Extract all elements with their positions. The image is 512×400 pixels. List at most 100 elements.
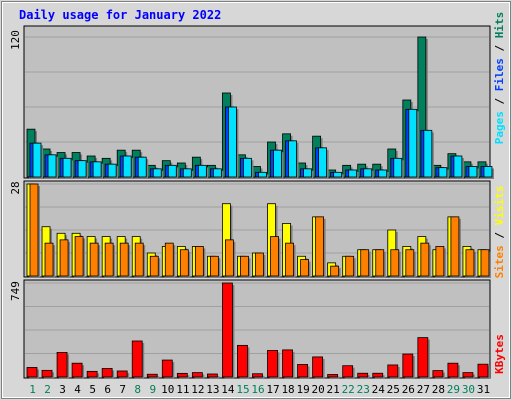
bar-kbytes-day-17 — [267, 349, 280, 379]
legend-panel-1: Pages / Files / Hits — [493, 12, 506, 145]
x-tick-label-day-28: 28 — [432, 383, 445, 396]
bar-pages-day-21-body — [333, 171, 343, 178]
x-tick-label-day-21: 21 — [327, 383, 340, 396]
bar-pages-day-26-body — [408, 108, 418, 178]
x-tick-label-day-5: 5 — [89, 383, 96, 396]
bar-sites-day-25 — [390, 249, 401, 278]
bar-kbytes-day-21 — [327, 374, 340, 379]
bar-sites-day-21-body — [330, 265, 340, 277]
bar-sites-day-5-body — [89, 242, 99, 277]
bar-pages-day-3-body — [62, 157, 72, 178]
bar-kbytes-day-13-body — [206, 373, 218, 378]
bar-sites-day-12-body — [194, 246, 204, 277]
bar-sites-day-20-body — [315, 216, 325, 277]
bar-pages-day-9-body — [152, 168, 162, 178]
bar-sites-day-17 — [270, 236, 281, 278]
x-tick-label-day-3: 3 — [59, 383, 66, 396]
bar-sites-day-24 — [375, 249, 386, 278]
bar-sites-day-17-body — [270, 236, 279, 277]
bar-pages-day-2 — [47, 154, 59, 179]
bar-sites-day-20 — [315, 216, 326, 278]
bar-pages-day-24 — [378, 169, 389, 179]
bar-pages-day-17 — [273, 149, 284, 179]
x-tick-label-day-31: 31 — [477, 383, 490, 396]
bar-pages-day-7 — [122, 155, 134, 179]
bar-pages-day-28 — [438, 167, 449, 179]
bar-sites-day-26-body — [405, 249, 415, 277]
bar-pages-day-23 — [363, 168, 374, 179]
bar-sites-day-19-body — [300, 259, 309, 277]
bar-kbytes-day-13-shadow — [209, 375, 220, 379]
bar-sites-day-2 — [44, 242, 56, 278]
bar-kbytes-day-15-body — [237, 344, 248, 378]
bar-pages-day-13-body — [212, 168, 222, 178]
x-tick-label-day-17: 17 — [266, 383, 279, 396]
bar-pages-day-1 — [32, 142, 43, 179]
bar-kbytes-day-31-body — [477, 363, 489, 378]
bar-kbytes-day-24-body — [372, 372, 384, 378]
x-tick-label-day-10: 10 — [161, 383, 174, 396]
bar-pages-day-27-body — [423, 129, 433, 178]
bar-kbytes-day-3 — [56, 352, 70, 379]
bar-sites-day-11-body — [179, 249, 189, 277]
bar-sites-day-1 — [29, 183, 40, 278]
legend-sep-2: / — [493, 38, 506, 58]
bar-pages-day-12-body — [197, 164, 207, 178]
bar-pages-day-12 — [197, 164, 209, 179]
bar-pages-day-3 — [62, 157, 74, 179]
legend-files: Files — [493, 58, 506, 91]
legend-sep-1: / — [493, 91, 506, 111]
bar-sites-day-22-body — [345, 255, 355, 277]
bar-pages-day-1-body — [32, 142, 42, 178]
bar-kbytes-day-29 — [447, 362, 460, 379]
bar-pages-day-19 — [303, 168, 314, 179]
bar-sites-day-30-body — [465, 249, 475, 277]
bar-kbytes-day-13 — [206, 373, 220, 379]
bar-pages-day-20-body — [318, 147, 328, 178]
x-tick-label-day-26: 26 — [402, 383, 415, 396]
bar-kbytes-day-11-body — [176, 372, 188, 378]
bar-pages-day-25 — [393, 157, 404, 179]
bar-kbytes-day-5-body — [86, 370, 98, 378]
bar-pages-day-15-body — [243, 157, 252, 178]
bar-pages-day-25-body — [393, 157, 403, 178]
bar-sites-day-9 — [149, 255, 161, 278]
bar-sites-day-30 — [465, 249, 476, 278]
bar-kbytes-day-10-body — [161, 359, 173, 378]
chart-title: Daily usage for January 2022 — [19, 8, 221, 22]
bar-pages-day-10 — [167, 164, 179, 179]
bar-pages-day-18 — [288, 140, 299, 179]
bar-sites-day-18-body — [285, 242, 294, 277]
bar-sites-day-26 — [405, 249, 416, 278]
x-tick-label-day-15: 15 — [236, 383, 249, 396]
bar-kbytes-day-10 — [161, 359, 175, 379]
bar-pages-day-4-body — [77, 160, 87, 178]
bar-kbytes-day-31 — [477, 363, 490, 379]
legend-visits: Visits — [493, 186, 506, 226]
legend-panel-2: Sites / Visits — [493, 186, 506, 279]
bar-kbytes-day-7 — [116, 370, 130, 379]
bar-kbytes-day-2 — [41, 369, 55, 379]
bar-kbytes-day-29-body — [447, 362, 459, 378]
x-tick-label-day-7: 7 — [119, 383, 126, 396]
bar-kbytes-day-8 — [131, 340, 145, 379]
bar-kbytes-day-21-body — [327, 374, 339, 378]
bar-kbytes-day-27 — [417, 337, 430, 379]
x-tick-label-day-24: 24 — [372, 383, 386, 396]
x-tick-label-day-30: 30 — [462, 383, 475, 396]
bar-sites-day-14 — [225, 239, 236, 278]
bar-pages-day-31 — [483, 166, 494, 179]
x-tick-label-day-13: 13 — [206, 383, 219, 396]
bar-kbytes-day-30-body — [462, 372, 474, 378]
bar-kbytes-day-15 — [237, 344, 250, 379]
bar-sites-day-7-body — [119, 242, 129, 277]
bar-kbytes-day-6-body — [101, 368, 113, 378]
bar-sites-day-24-body — [375, 249, 385, 277]
bar-sites-day-21 — [330, 265, 341, 278]
bar-pages-day-6 — [107, 163, 119, 179]
bar-kbytes-day-17-body — [267, 349, 278, 378]
bar-kbytes-day-16 — [252, 373, 265, 379]
bar-pages-day-14-body — [228, 106, 237, 178]
x-tick-label-day-19: 19 — [296, 383, 309, 396]
bar-sites-day-6 — [104, 242, 116, 278]
